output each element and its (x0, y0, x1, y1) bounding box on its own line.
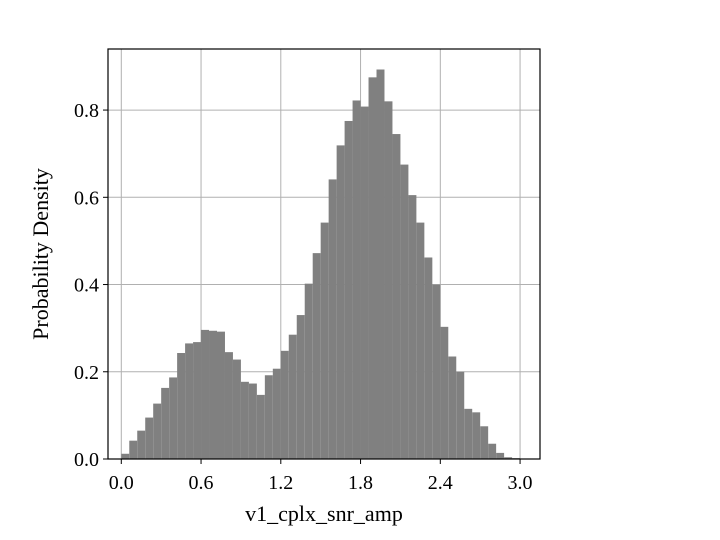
histogram-bar (368, 77, 377, 459)
histogram-bar (193, 342, 202, 459)
y-tick-label: 0.4 (74, 275, 99, 297)
histogram-bar (336, 145, 345, 459)
histogram-bar (209, 330, 217, 459)
histogram-bar (129, 440, 138, 459)
histogram-bar (432, 284, 441, 459)
histogram-bar (145, 417, 154, 459)
histogram-bar (232, 359, 241, 459)
x-tick-label: 0.0 (109, 472, 134, 494)
x-axis-label: v1_cplx_snr_amp (245, 501, 403, 526)
y-tick-label: 0.2 (74, 362, 99, 384)
histogram-bar (224, 352, 233, 459)
histogram-bar (288, 334, 297, 459)
x-axis-ticks: 0.0 0.6 1.2 1.8 2.4 3.0 (109, 459, 533, 494)
histogram-bar (304, 283, 313, 459)
histogram-bar (496, 452, 505, 459)
histogram-bar (464, 408, 473, 459)
histogram-bar (408, 195, 417, 460)
histogram-bar (392, 134, 401, 459)
y-axis-ticks: 0.0 0.2 0.4 0.6 0.8 (74, 100, 108, 471)
histogram-bar (456, 371, 465, 459)
plot-frame (107, 48, 541, 460)
histogram-bar (185, 343, 194, 459)
histogram-bar (328, 179, 337, 459)
histogram-bar (137, 430, 146, 459)
x-tick-label: 3.0 (508, 472, 533, 494)
histogram-bar (201, 329, 210, 459)
histogram-bar (416, 222, 425, 459)
histogram-bar (256, 394, 265, 459)
histogram-bar (121, 453, 130, 459)
histogram-bar (360, 106, 369, 460)
x-tick-label: 1.2 (268, 472, 293, 494)
histogram-bar (472, 412, 481, 459)
histogram-bar (153, 403, 162, 459)
x-tick-label: 1.8 (348, 472, 373, 494)
histogram-bar (440, 326, 449, 459)
histogram-bar (216, 331, 225, 459)
histogram-bar (320, 222, 329, 459)
y-tick-label: 0.8 (74, 100, 99, 122)
histogram-bar (248, 383, 257, 459)
histogram-bar (177, 353, 186, 459)
histogram-bar (264, 375, 273, 459)
histogram-bar (480, 426, 489, 459)
histogram-bar (240, 381, 249, 459)
y-tick-label: 0.0 (74, 449, 99, 471)
histogram-bar (504, 457, 513, 459)
histogram-bar (352, 100, 361, 460)
x-tick-label: 2.4 (428, 472, 453, 494)
histogram-bar (424, 257, 433, 459)
histogram-bar (169, 377, 178, 459)
histogram-bar (488, 443, 497, 459)
histogram-bar (344, 120, 353, 460)
y-tick-label: 0.6 (74, 187, 99, 209)
histogram-bar (400, 164, 409, 459)
histogram-bar (296, 315, 305, 459)
histogram-bar (280, 350, 289, 459)
histogram-bar (376, 69, 385, 459)
y-axis-label: Probability Density (28, 168, 53, 340)
histogram-bar (448, 356, 457, 459)
histogram-bar (272, 368, 281, 459)
histogram-bar (312, 253, 321, 459)
x-tick-label: 0.6 (189, 472, 214, 494)
histogram-bar (384, 101, 393, 459)
bars-layer (121, 69, 521, 460)
histogram-bar (161, 387, 170, 459)
